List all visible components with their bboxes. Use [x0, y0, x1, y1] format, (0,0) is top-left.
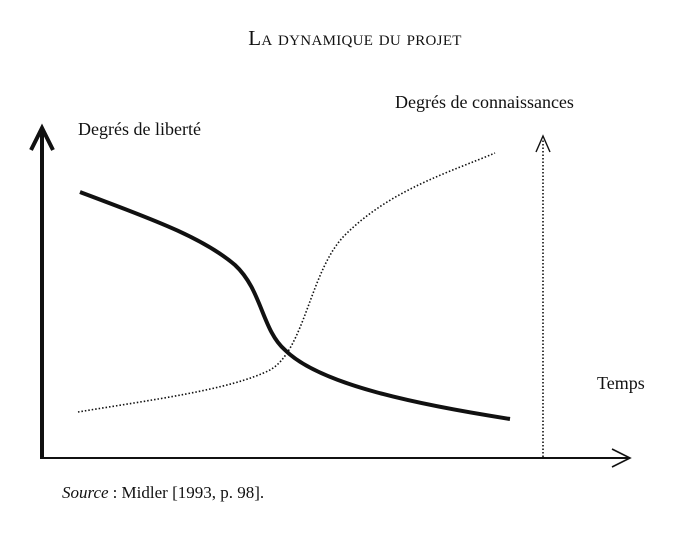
y2-axis-arrow [535, 134, 551, 153]
y-axis-arrow [29, 123, 55, 151]
y2-axis-label: Degrés de connaissances [395, 92, 574, 112]
y-axis-label: Degrés de liberté [78, 119, 201, 139]
x-axis-label: Temps [597, 373, 645, 393]
freedom-curve [79, 190, 511, 421]
source-label: Source [62, 483, 109, 502]
title: La dynamique du projet [248, 26, 462, 50]
source: Source: Midler [1993, p. 98]. [62, 483, 264, 502]
x-axis-arrow [611, 448, 632, 468]
source-text: : Midler [1993, p. 98]. [113, 483, 265, 502]
knowledge-curve [77, 152, 496, 413]
